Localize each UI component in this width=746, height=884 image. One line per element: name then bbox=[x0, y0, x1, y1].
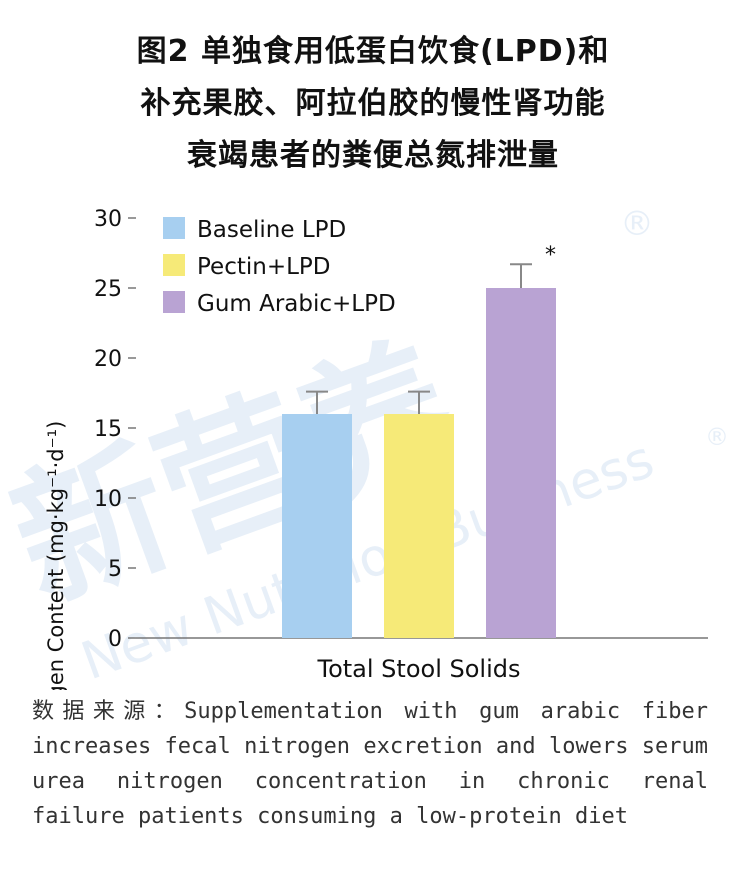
y-tick-label: 5 bbox=[108, 557, 122, 582]
y-tick-label: 0 bbox=[108, 627, 122, 652]
legend-swatch-3 bbox=[163, 291, 185, 313]
bar-chart: 新营养 New Nutrition Business ® ® Nitrogen … bbox=[0, 204, 729, 690]
source-citation: 数据来源：Supplementation with gum arabic fib… bbox=[32, 694, 708, 834]
legend-swatch-2 bbox=[163, 254, 185, 276]
y-tick-label: 20 bbox=[94, 347, 122, 372]
significance-marker: * bbox=[545, 243, 556, 268]
legend-swatch-1 bbox=[163, 217, 185, 239]
legend-label-2: Pectin+LPD bbox=[197, 254, 331, 280]
y-tick-label: 10 bbox=[94, 487, 122, 512]
watermark-mark-2: ® bbox=[705, 423, 729, 451]
source-text: Supplementation with gum arabic fiber in… bbox=[32, 699, 708, 829]
title-line-1: 图2 单独食用低蛋白饮食(LPD)和 bbox=[136, 34, 610, 69]
legend: Baseline LPD Pectin+LPD Gum Arabic+LPD bbox=[163, 217, 396, 317]
chart-title: 图2 单独食用低蛋白饮食(LPD)和 补充果胶、阿拉伯胶的慢性肾功能 衰竭患者的… bbox=[0, 26, 746, 182]
legend-label-1: Baseline LPD bbox=[197, 217, 346, 243]
legend-label-3: Gum Arabic+LPD bbox=[197, 291, 396, 317]
y-tick-label: 30 bbox=[94, 207, 122, 232]
bar-3 bbox=[486, 288, 556, 638]
bar-2 bbox=[384, 414, 454, 638]
source-label: 数据来源： bbox=[32, 699, 185, 724]
y-tick-label: 25 bbox=[94, 277, 122, 302]
y-tick-label: 15 bbox=[94, 417, 122, 442]
y-ticks: 0 5 10 15 20 25 30 bbox=[94, 207, 136, 652]
x-axis-label: Total Stool Solids bbox=[317, 655, 521, 683]
watermark-mark-1: ® bbox=[620, 204, 654, 244]
title-line-2: 补充果胶、阿拉伯胶的慢性肾功能 bbox=[140, 86, 606, 121]
title-line-3: 衰竭患者的粪便总氮排泄量 bbox=[187, 138, 559, 173]
y-axis-label: Nitrogen Content (mg·kg⁻¹·d⁻¹) bbox=[44, 421, 68, 690]
bars: * bbox=[282, 243, 556, 638]
bar-1 bbox=[282, 414, 352, 638]
